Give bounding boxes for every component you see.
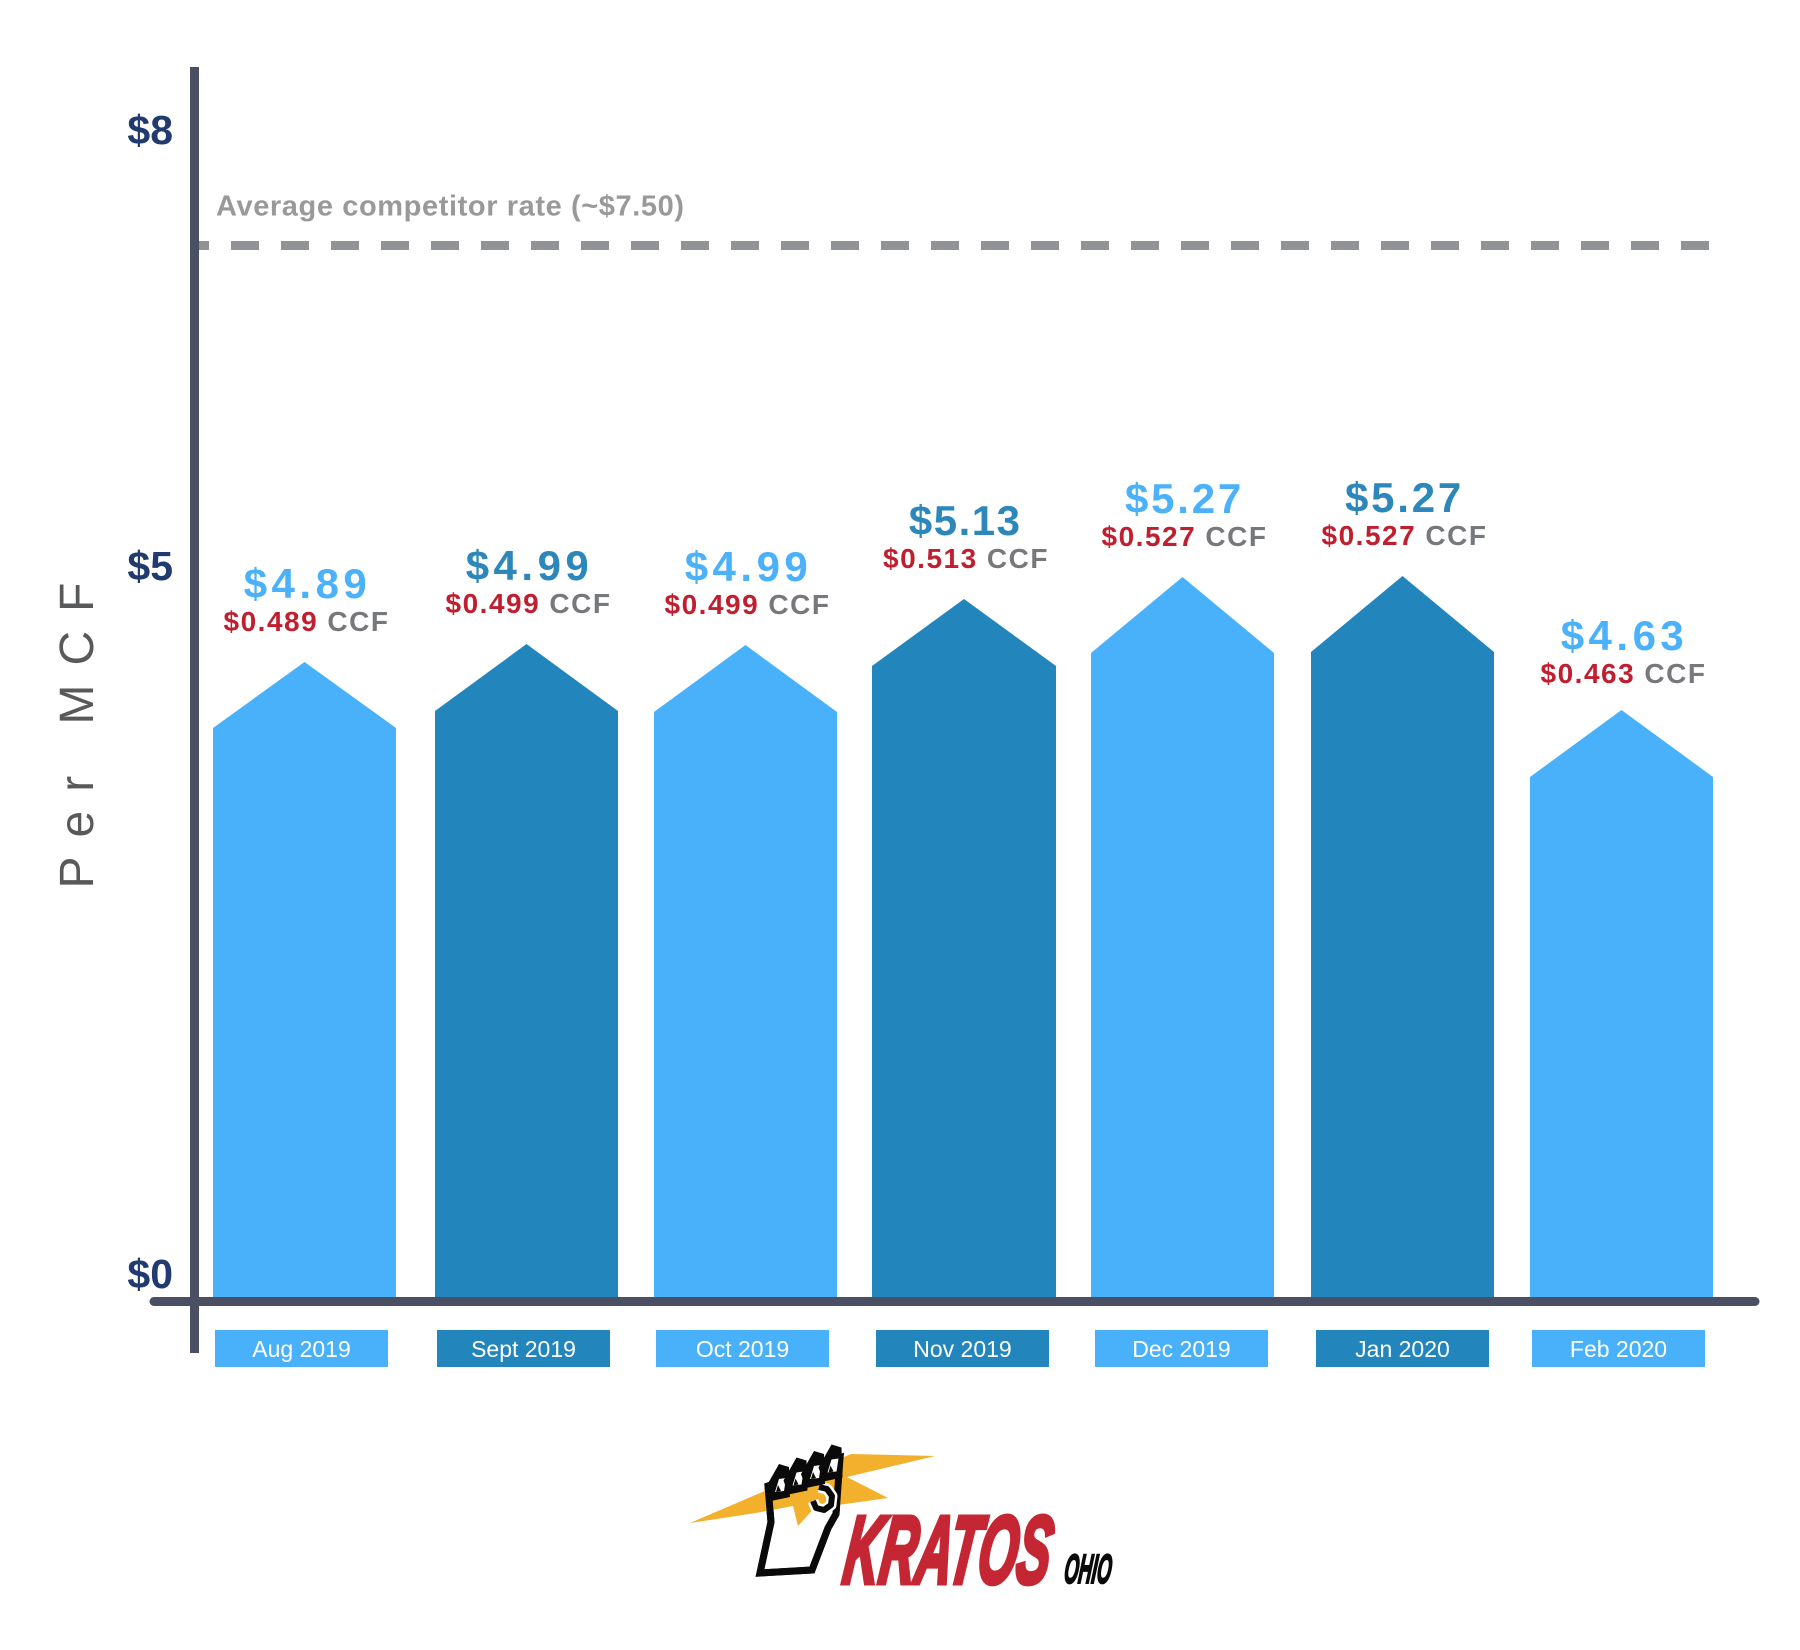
svg-text:Jan 2020: Jan 2020 [1355, 1336, 1450, 1362]
svg-text:$0: $0 [127, 1251, 173, 1297]
svg-text:Aug 2019: Aug 2019 [252, 1336, 350, 1362]
svg-text:Per MCF: Per MCF [51, 564, 104, 889]
svg-text:$4.99: $4.99 [466, 542, 594, 589]
svg-text:$4.63: $4.63 [1561, 612, 1689, 659]
svg-text:$8: $8 [127, 107, 173, 153]
svg-text:Oct 2019: Oct 2019 [696, 1336, 789, 1362]
svg-text:$0.513 CCF: $0.513 CCF [883, 543, 1049, 574]
svg-text:$5.13: $5.13 [909, 497, 1022, 544]
svg-text:$0.527 CCF: $0.527 CCF [1102, 521, 1268, 552]
svg-text:$0.463 CCF: $0.463 CCF [1541, 658, 1707, 689]
svg-text:Sept 2019: Sept 2019 [471, 1336, 576, 1362]
svg-text:Nov 2019: Nov 2019 [913, 1336, 1011, 1362]
svg-text:$4.89: $4.89 [244, 560, 372, 607]
svg-text:$0.499 CCF: $0.499 CCF [665, 589, 831, 620]
svg-text:Average competitor rate (~$7.5: Average competitor rate (~$7.50) [216, 191, 685, 223]
svg-text:Feb 2020: Feb 2020 [1570, 1336, 1667, 1362]
svg-text:$4.99: $4.99 [685, 543, 813, 590]
svg-text:KRATOS: KRATOS [838, 1497, 1059, 1604]
svg-text:$5.27: $5.27 [1345, 474, 1464, 521]
svg-text:$5: $5 [127, 543, 173, 589]
svg-text:OHIO: OHIO [1062, 1546, 1115, 1592]
svg-text:$0.527 CCF: $0.527 CCF [1322, 520, 1488, 551]
svg-text:Dec 2019: Dec 2019 [1132, 1336, 1230, 1362]
svg-text:$0.489 CCF: $0.489 CCF [224, 606, 390, 637]
svg-text:$5.27: $5.27 [1125, 475, 1244, 522]
svg-text:$0.499 CCF: $0.499 CCF [446, 588, 612, 619]
